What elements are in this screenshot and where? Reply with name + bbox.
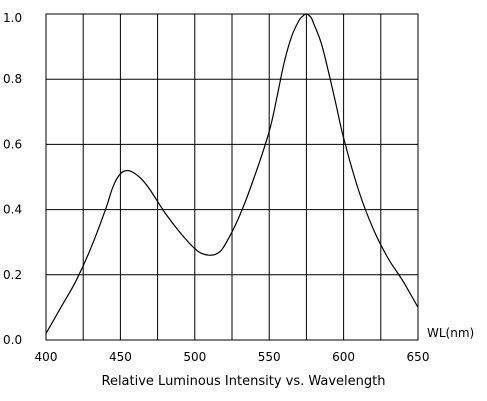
- y-tick-label: 0.6: [3, 137, 22, 151]
- y-tick-label: 0.2: [3, 268, 22, 282]
- y-tick-label: 0.0: [3, 333, 22, 347]
- plot-frame: [45, 13, 419, 341]
- y-tick-label: 0.4: [3, 203, 22, 217]
- x-tick-label: 500: [183, 350, 206, 364]
- x-tick-label: 600: [332, 350, 355, 364]
- grid: [45, 13, 419, 341]
- x-tick-label: 400: [35, 350, 58, 364]
- y-tick-label: 0.8: [3, 72, 22, 86]
- series-line: [45, 13, 419, 334]
- x-axis-label: WL(nm): [427, 326, 474, 340]
- x-tick-label: 450: [109, 350, 132, 364]
- y-tick-labels: 0.0 0.2 0.4 0.6 0.8 1.0: [3, 11, 22, 347]
- x-tick-labels: 400 450 500 550 600 650: [35, 350, 430, 364]
- y-tick-label: 1.0: [3, 11, 22, 25]
- chart-title: Relative Luminous Intensity vs. Waveleng…: [101, 374, 386, 389]
- x-tick-label: 550: [258, 350, 281, 364]
- series-group: [45, 13, 419, 334]
- x-tick-label: 650: [407, 350, 430, 364]
